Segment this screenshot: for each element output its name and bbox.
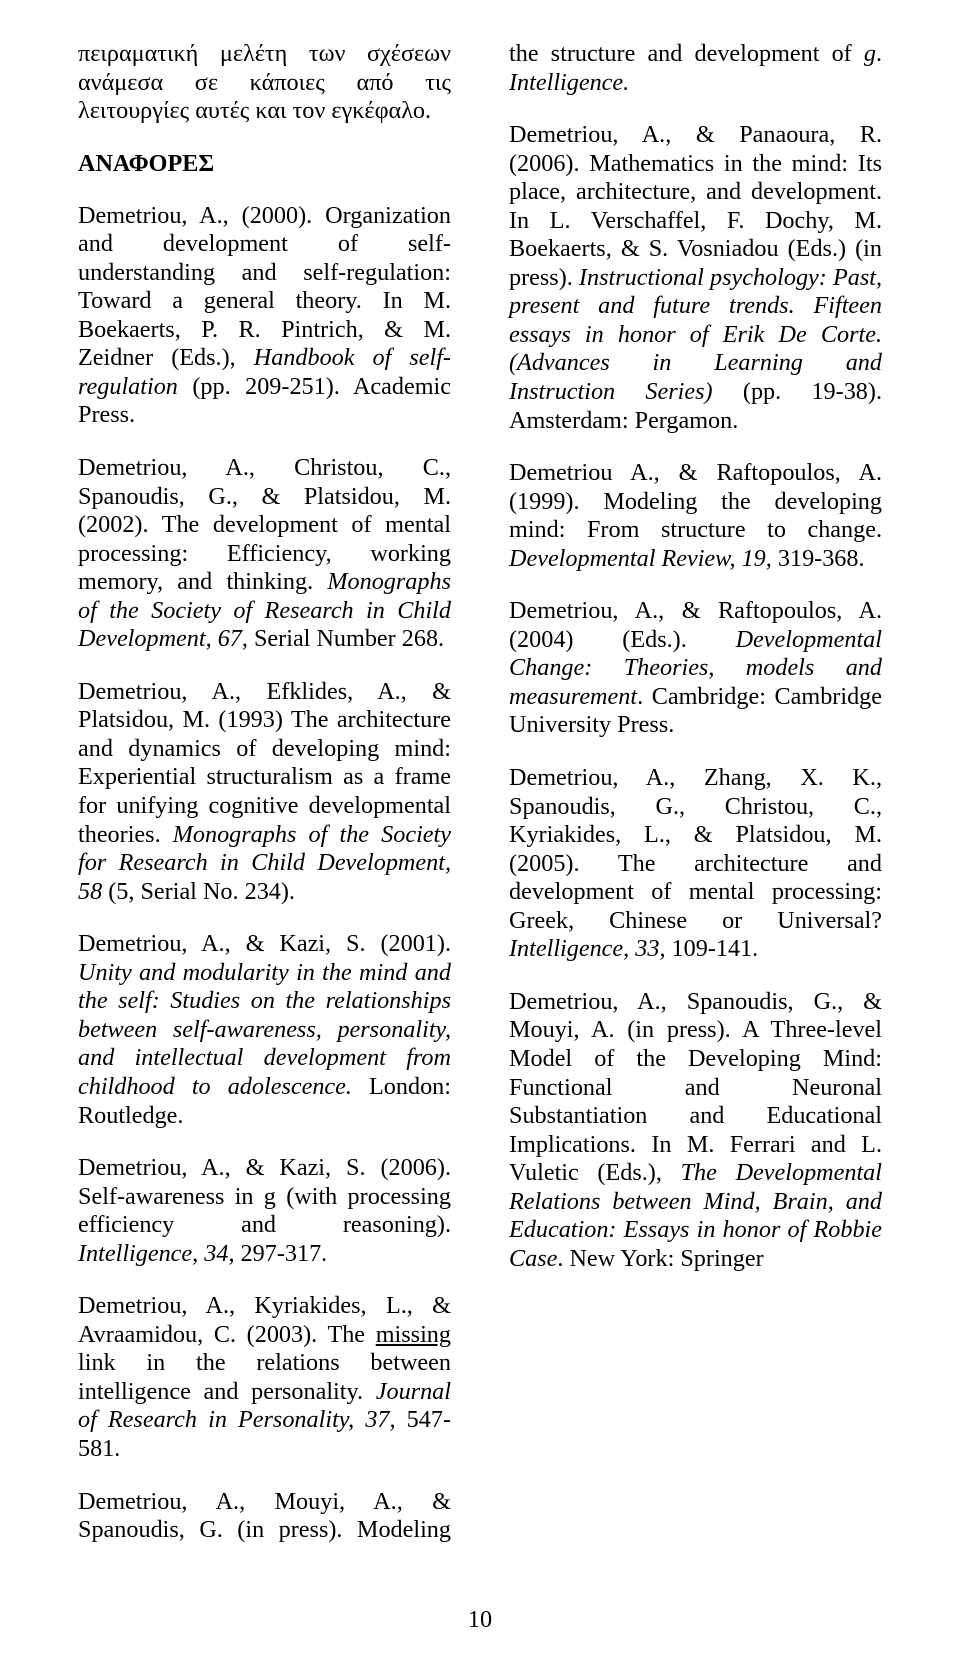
ref-text: . New York: Springer — [557, 1245, 763, 1272]
ref-text: Demetriou, A., Spanoudis, G., & Mouyi, A… — [509, 988, 882, 1186]
ref-italic: Intelligence, 33, — [509, 935, 666, 962]
reference-entry: Demetriou, A., Christou, C., Spanoudis, … — [78, 454, 451, 654]
ref-text: 319-368. — [772, 545, 865, 572]
page-number: 10 — [0, 1606, 960, 1634]
reference-entry: Demetriou, A., & Kazi, S. (2006). Self-a… — [78, 1154, 451, 1268]
ref-text: 109-141. — [666, 935, 759, 962]
ref-text: Demetriou, A., Zhang, X. K., Spanoudis, … — [509, 764, 882, 934]
ref-text: Serial Number 268. — [248, 625, 444, 652]
ref-italic: Developmental Review, 19, — [509, 545, 772, 572]
reference-entry: Demetriou, A., Kyriakides, L., & Avraami… — [78, 1292, 451, 1463]
ref-underline: missing — [376, 1321, 451, 1348]
reference-entry: Demetriou, A., (2000). Organization and … — [78, 202, 451, 430]
page: πειραματική μελέτη των σχέσεων ανάμεσα σ… — [0, 0, 960, 1670]
reference-entry: Demetriou A., & Raftopoulos, A. (1999). … — [509, 459, 882, 573]
two-column-body: πειραματική μελέτη των σχέσεων ανάμεσα σ… — [78, 40, 882, 1570]
reference-entry: Demetriou, A., & Panaoura, R. (2006). Ma… — [509, 121, 882, 435]
references-heading: ΑΝΑΦΟΡΕΣ — [78, 150, 451, 178]
reference-entry: Demetriou, A., & Kazi, S. (2001). Unity … — [78, 930, 451, 1130]
ref-text: Demetriou A., & Raftopoulos, A. (1999). … — [509, 459, 882, 543]
ref-text: 297-317. — [235, 1240, 328, 1267]
ref-italic: Intelligence. — [509, 69, 629, 96]
reference-entry: Demetriou, A., Zhang, X. K., Spanoudis, … — [509, 764, 882, 964]
ref-italic: g — [864, 40, 876, 67]
ref-text: (5, Serial No. 234). — [102, 878, 295, 905]
reference-entry: Demetriou, A., Spanoudis, G., & Mouyi, A… — [509, 988, 882, 1273]
ref-text: . — [876, 40, 882, 67]
reference-entry: Demetriou, A., & Raftopoulos, A. (2004) … — [509, 597, 882, 740]
ref-italic: Intelligence, 34, — [78, 1240, 235, 1267]
intro-paragraph: πειραματική μελέτη των σχέσεων ανάμεσα σ… — [78, 40, 451, 126]
reference-entry: Demetriou, A., Efklides, A., & Platsidou… — [78, 678, 451, 906]
ref-text: Demetriou, A., & Kazi, S. (2006). Self-a… — [78, 1154, 451, 1238]
ref-text: Demetriou, A., & Kazi, S. (2001). — [78, 930, 451, 957]
